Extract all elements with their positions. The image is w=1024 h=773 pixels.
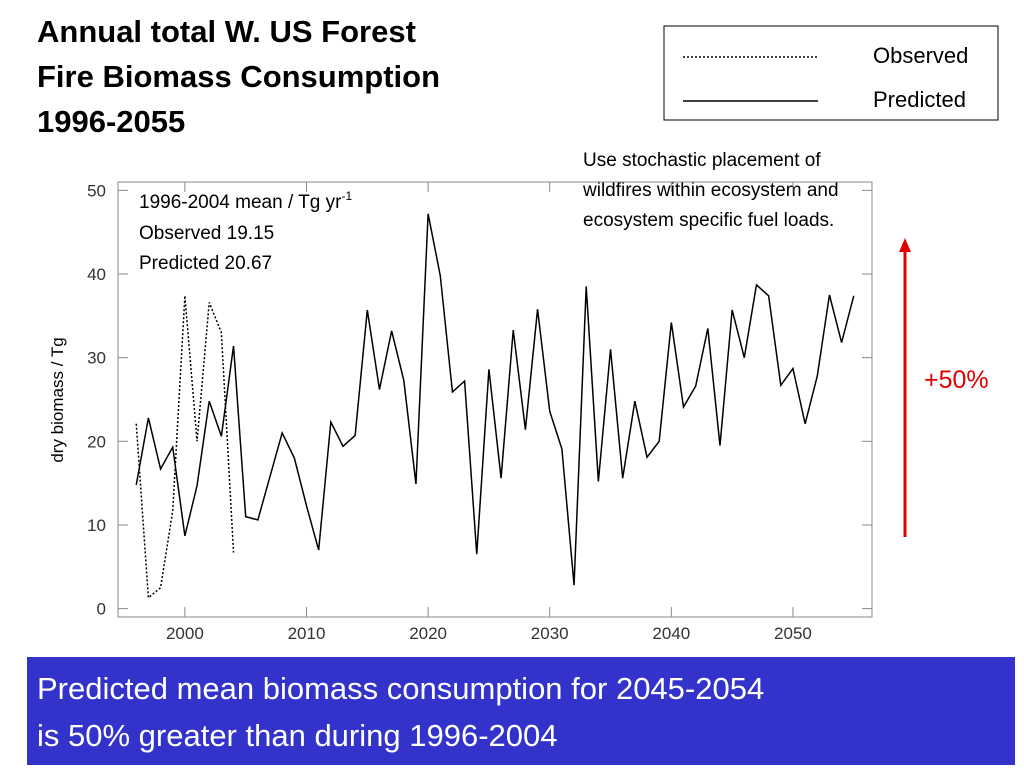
y-tick-label: 40 [87,265,106,284]
y-axis-label: dry biomass / Tg [48,337,67,462]
y-tick-label: 10 [87,516,106,535]
y-tick-label: 0 [97,600,106,619]
annotation: ecosystem specific fuel loads. [583,210,834,231]
x-tick-label: 2050 [774,624,812,643]
series-line [135,295,235,600]
annotation: Use stochastic placement of [583,150,821,171]
x-tick-label: 2010 [288,624,326,643]
series-line [135,213,855,586]
y-tick-label: 50 [87,181,106,200]
x-tick-label: 2000 [166,624,204,643]
legend-label: Observed [873,43,968,68]
mean-label-text: 1996-2004 mean / Tg yr [139,192,342,213]
mean-predicted: Predicted 20.67 [139,253,272,274]
banner-text: is 50% greater than during 1996-2004 [37,718,557,753]
legend: Observed Predicted [683,43,968,112]
increase-label: +50% [924,366,989,394]
arrow-head [899,238,911,252]
x-tick-label: 2040 [652,624,690,643]
title: Annual total W. US Forest [37,14,416,49]
banner [27,657,1015,765]
legend-box [663,25,999,121]
title: 1996-2055 [37,104,185,139]
title: Fire Biomass Consumption [37,59,440,94]
y-tick-label: 30 [87,349,106,368]
legend-label: Predicted [873,87,966,112]
mean-label: 1996-2004 mean / Tg yr-1 [139,189,352,213]
mean-observed: Observed 19.15 [139,223,274,244]
plot-frame [117,181,873,618]
banner-text: Predicted mean biomass consumption for 2… [37,671,764,706]
y-tick-label: 20 [87,432,106,451]
x-tick-label: 2020 [409,624,447,643]
annotation: wildfires within ecosystem and [582,180,839,201]
mean-label-sup: -1 [341,189,352,203]
x-tick-label: 2030 [531,624,569,643]
